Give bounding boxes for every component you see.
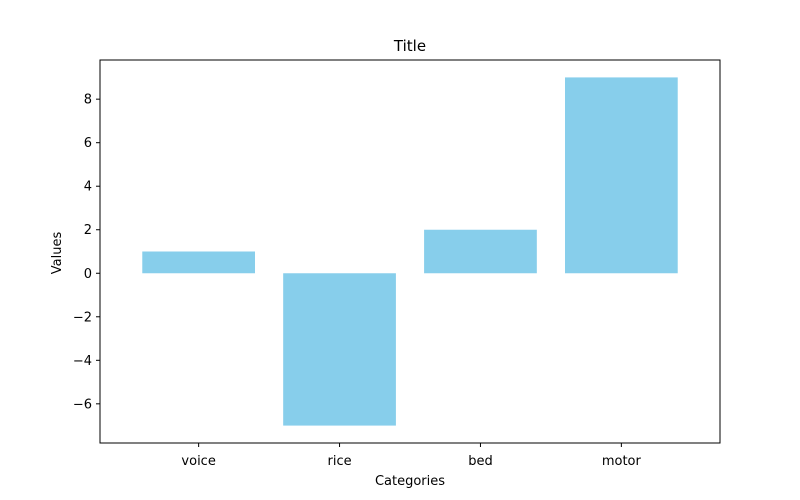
y-tick-label: 2 [84,223,92,238]
y-axis-title: Values [50,232,65,275]
bar-voice [142,251,255,274]
bar-bed [424,229,537,274]
y-tick-label: 8 [84,93,92,108]
y-tick-label: 0 [84,267,92,282]
x-tick-label: rice [327,454,351,469]
y-tick-label: −4 [73,354,92,369]
chart-title: Title [393,37,426,55]
x-axis-title: Categories [375,474,445,489]
bar-rice [283,273,396,426]
y-tick-label: −2 [73,310,92,325]
y-tick-label: 4 [84,180,92,195]
x-tick-label: motor [602,454,642,469]
bar-motor [565,77,678,274]
y-tick-label: −6 [73,397,92,412]
x-tick-label: bed [468,454,493,469]
x-tick-label: voice [181,454,215,469]
plot-frame [99,59,721,444]
y-tick-label: 6 [84,136,92,151]
bars-layer [142,77,678,426]
ticks-layer: voice rice bed motor −6 −4 −2 0 2 4 6 8 [73,93,642,469]
